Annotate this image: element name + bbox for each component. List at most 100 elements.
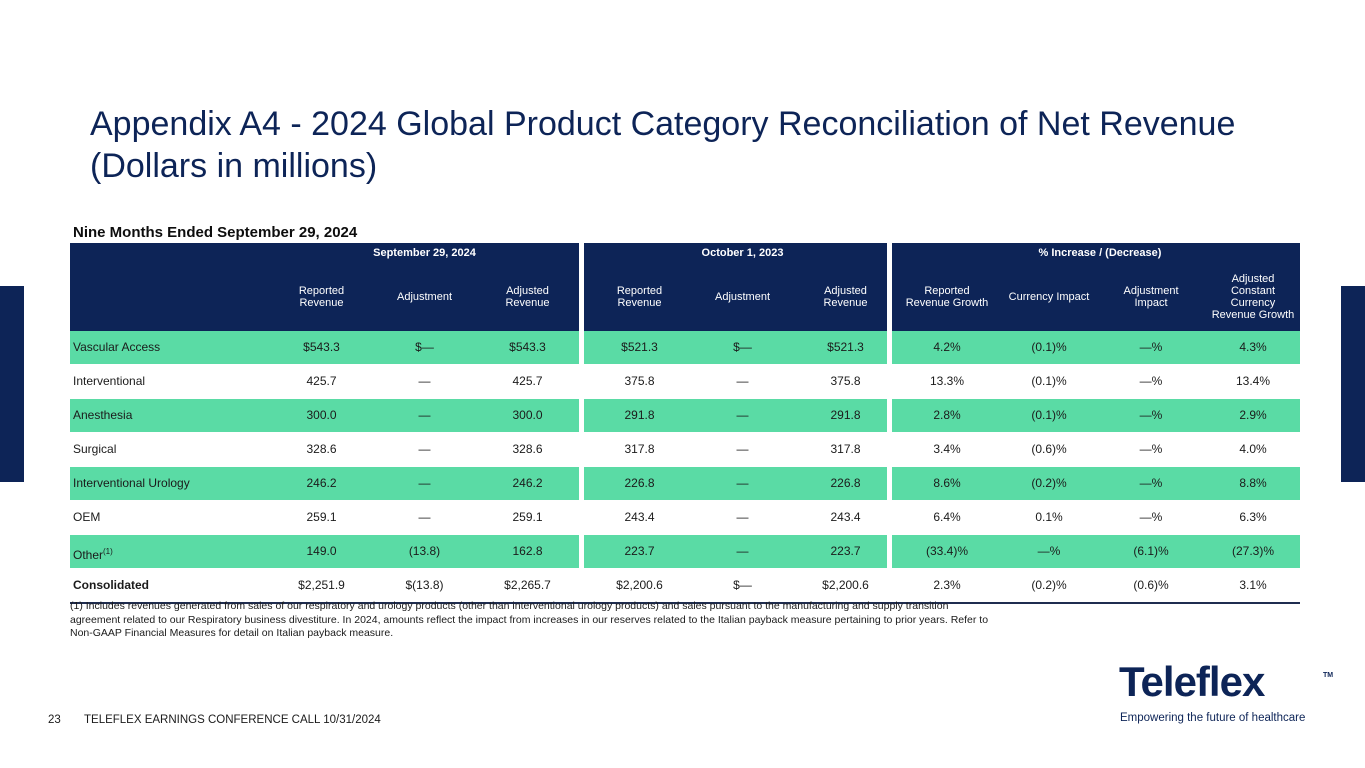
table-cell: $521.3 <box>827 340 864 354</box>
group-header-bg <box>70 243 579 263</box>
table-cell: (0.1)% <box>1031 408 1067 422</box>
table-cell: 226.8 <box>624 476 655 490</box>
table-cell: —% <box>1139 374 1163 388</box>
table-cell: 425.7 <box>512 374 543 388</box>
table-cell: 2.9% <box>1239 408 1267 422</box>
table-cell: $2,200.6 <box>616 578 663 592</box>
row-shading <box>70 467 579 500</box>
row-label-text: Vascular Access <box>73 340 161 354</box>
table-row: Consolidated $2,251.9 $(13.8) $2,265.7 $2,20… <box>70 569 1300 604</box>
row-label-text: Interventional Urology <box>73 476 190 490</box>
table-cell: — <box>736 408 749 422</box>
slide-title: Appendix A4 - 2024 Global Product Catego… <box>90 103 1290 187</box>
table-row: Surgical 328.6 — 328.6 317.8 — 317.8 3.4% (0.6)%… <box>70 433 1300 467</box>
table-cell: (0.1)% <box>1031 374 1067 388</box>
table-row: Interventional 425.7 — 425.7 375.8 — 375.8 13.3… <box>70 365 1300 399</box>
logo-wordmark: Teleflex <box>1119 658 1265 705</box>
row-label: Surgical <box>70 433 283 466</box>
group-header-bg <box>892 243 1300 263</box>
table-cell: 317.8 <box>830 442 861 456</box>
row-label-text: Surgical <box>73 442 117 456</box>
table-row: Interventional Urology 246.2 — 246.2 226.8 — 2… <box>70 467 1300 501</box>
table-cell: $2,251.9 <box>298 578 345 592</box>
table-cell: 317.8 <box>624 442 655 456</box>
table-cell: —% <box>1139 476 1163 490</box>
table-cell: —% <box>1037 544 1061 558</box>
table-cell: 4.0% <box>1239 442 1267 456</box>
column-header-bg <box>892 263 1300 331</box>
table-cell: —% <box>1139 408 1163 422</box>
table-column-header: Reported Revenue Adjustment Adjusted Reven… <box>70 263 1300 331</box>
table-cell: 328.6 <box>512 442 543 456</box>
table-cell: 375.8 <box>624 374 655 388</box>
row-label: Interventional <box>70 365 283 398</box>
table-cell: $— <box>733 340 752 354</box>
table-cell: (0.2)% <box>1031 578 1067 592</box>
table-cell: 3.4% <box>933 442 961 456</box>
table-cell: —% <box>1139 510 1163 524</box>
table-cell: 328.6 <box>306 442 337 456</box>
table-cell: $521.3 <box>621 340 658 354</box>
group-label: October 1, 2023 <box>701 247 784 259</box>
table-cell: — <box>736 374 749 388</box>
column-header: Adjusted Revenue <box>823 285 868 309</box>
table-cell: 8.6% <box>933 476 961 490</box>
table-cell: 0.1% <box>1035 510 1063 524</box>
table-cell: — <box>736 544 749 558</box>
table-cell: —% <box>1139 340 1163 354</box>
table-cell: $2,200.6 <box>822 578 869 592</box>
table-cell: — <box>418 408 431 422</box>
table-cell: (6.1)% <box>1133 544 1169 558</box>
row-shading <box>892 467 1300 500</box>
table-cell: $543.3 <box>509 340 546 354</box>
table-cell: 6.3% <box>1239 510 1267 524</box>
table-cell: 8.8% <box>1239 476 1267 490</box>
row-label-text: OEM <box>73 510 101 524</box>
group-label: % Increase / (Decrease) <box>1038 247 1162 259</box>
column-header: Adjustment <box>714 291 771 303</box>
group-header-bg <box>584 243 887 263</box>
table-group-header: September 29, 2024 October 1, 2023 % Incre… <box>70 243 1300 263</box>
table-cell: 259.1 <box>306 510 337 524</box>
table-cell: 6.4% <box>933 510 961 524</box>
row-shading <box>892 399 1300 432</box>
column-header: Reported Revenue <box>616 285 663 309</box>
table-cell: $— <box>733 578 752 592</box>
table-row: Other(1) 149.0 (13.8) 162.8 223.7 — 223.7 (33.4… <box>70 535 1300 569</box>
table-cell: (13.8) <box>408 544 441 558</box>
table-cell: 291.8 <box>624 408 655 422</box>
table-cell: (0.2)% <box>1031 476 1067 490</box>
table-cell: — <box>736 442 749 456</box>
row-shading <box>892 331 1300 364</box>
table-cell: 291.8 <box>830 408 861 422</box>
table-cell: — <box>736 510 749 524</box>
table-cell: 300.0 <box>306 408 337 422</box>
row-shading <box>892 535 1300 568</box>
slide-title-line-2: (Dollars in millions) <box>90 147 378 185</box>
row-shading <box>584 535 887 568</box>
column-header: Reported Revenue <box>298 285 345 309</box>
row-label: Vascular Access <box>70 331 283 364</box>
table-cell: 2.3% <box>933 578 961 592</box>
table-cell: 243.4 <box>830 510 861 524</box>
table-cell: — <box>418 476 431 490</box>
reconciliation-table: September 29, 2024 October 1, 2023 % Incre… <box>70 243 1300 604</box>
row-label: Anesthesia <box>70 399 283 432</box>
footnote: (1) Includes revenues generated from sal… <box>70 600 989 639</box>
column-header-bg <box>584 263 887 331</box>
footer-text: TELEFLEX EARNINGS CONFERENCE CALL 10/31/… <box>84 714 381 726</box>
table-cell: 4.2% <box>933 340 961 354</box>
row-shading <box>584 399 887 432</box>
table-cell: — <box>418 374 431 388</box>
table-cell: 4.3% <box>1239 340 1267 354</box>
table-cell: 13.4% <box>1235 374 1271 388</box>
table-cell: 223.7 <box>624 544 655 558</box>
table-body: Vascular Access $543.3 $— $543.3 $521.3 $— $52… <box>70 331 1300 604</box>
table-cell: 246.2 <box>306 476 337 490</box>
table-cell: $543.3 <box>303 340 340 354</box>
table-cell: 223.7 <box>830 544 861 558</box>
column-header: Currency Impact <box>1008 291 1090 303</box>
table-row: OEM 259.1 — 259.1 243.4 — 243.4 6.4% 0.1% —% 6.3% <box>70 501 1300 535</box>
table-cell: — <box>418 442 431 456</box>
table-cell: (0.1)% <box>1031 340 1067 354</box>
